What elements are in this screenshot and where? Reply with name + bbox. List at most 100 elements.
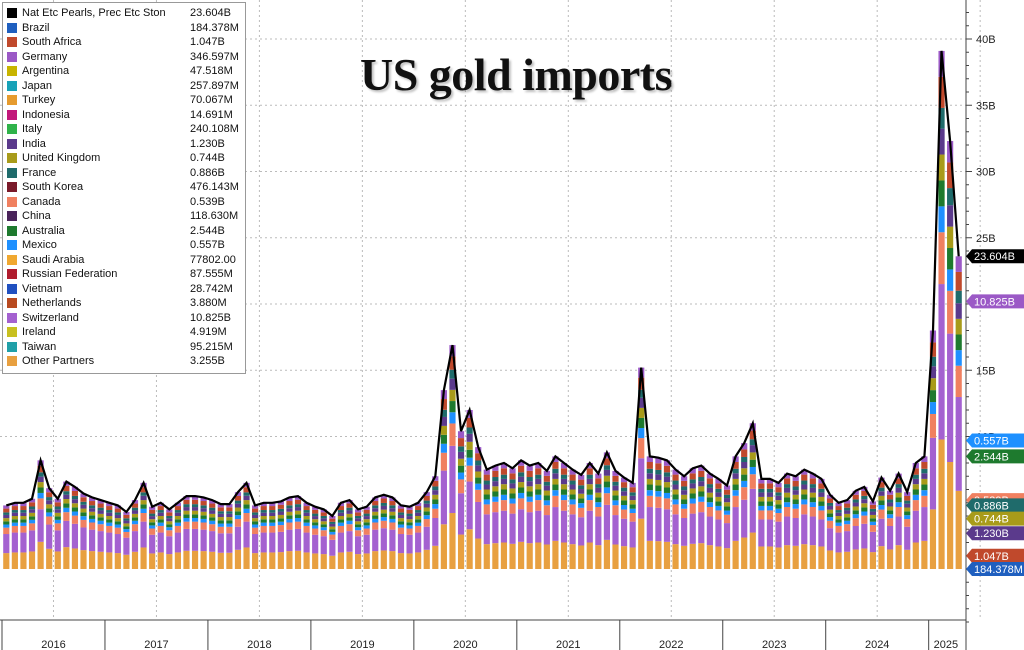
bar-segment: [646, 484, 653, 491]
bar-segment: [174, 512, 181, 516]
bar-segment: [277, 525, 284, 532]
bar-segment: [286, 522, 293, 530]
bar-segment: [492, 470, 499, 478]
bar-segment: [260, 552, 267, 569]
bar-segment: [792, 476, 799, 481]
bar-segment: [852, 499, 859, 503]
bar-segment: [89, 529, 96, 552]
bar-segment: [586, 484, 593, 490]
bar-segment: [397, 505, 405, 509]
bar-segment: [475, 465, 482, 472]
bar-segment: [354, 554, 362, 569]
bar-segment: [200, 501, 207, 506]
bar-segment: [569, 469, 576, 475]
bar-segment: [526, 512, 533, 544]
bar-segment: [80, 516, 87, 520]
bar-segment: [380, 517, 387, 521]
bar-segment: [912, 474, 919, 479]
bar-segment: [432, 517, 439, 546]
bar-segment: [440, 470, 447, 525]
legend-value: 4.919M: [190, 326, 227, 339]
bar-segment: [655, 507, 662, 542]
bar-segment: [363, 525, 370, 529]
bar-segment: [655, 541, 662, 569]
bar-segment: [166, 515, 173, 519]
bar-segment: [629, 547, 636, 569]
bar-segment: [560, 542, 568, 569]
bar-segment: [149, 513, 156, 517]
bar-segment: [149, 534, 156, 554]
legend-value: 346.597M: [190, 50, 239, 63]
bar-segment: [543, 475, 550, 482]
bar-segment: [929, 413, 937, 438]
bar-segment: [826, 513, 834, 518]
bar-segment: [440, 434, 447, 444]
bar-segment: [174, 552, 181, 569]
legend-label: Australia: [22, 224, 65, 237]
legend-swatch: [7, 283, 17, 294]
bar-segment: [252, 514, 259, 519]
legend-item: United Kingdom 0.744B: [7, 151, 241, 166]
bar-segment: [861, 503, 868, 508]
bar-segment: [131, 510, 139, 514]
bar-segment: [166, 527, 173, 531]
bar-segment: [466, 427, 473, 434]
bar-segment: [337, 512, 345, 516]
bar-segment: [844, 531, 851, 552]
bar-segment: [629, 495, 636, 501]
bar-segment: [329, 555, 336, 569]
bar-segment: [28, 512, 36, 517]
bar-segment: [749, 532, 756, 569]
bar-segment: [114, 524, 121, 528]
bar-segment: [775, 508, 782, 514]
bar-segment: [380, 513, 387, 518]
bar-segment: [28, 509, 36, 513]
bar-segment: [80, 501, 87, 505]
bar-segment: [560, 484, 568, 490]
legend-value: 23.604B: [190, 7, 231, 20]
bar-segment: [638, 438, 645, 459]
bar-segment: [183, 507, 190, 511]
bar-segment: [54, 516, 61, 520]
bar-segment: [492, 481, 499, 487]
bar-segment: [423, 519, 430, 527]
bar-segment: [775, 492, 782, 496]
value-flag-label: 1.047B: [974, 551, 1009, 563]
total-line: [5, 50, 960, 518]
bar-segment: [792, 545, 799, 569]
bar-segment: [166, 536, 173, 555]
bar-segment: [509, 543, 516, 569]
bar-segment: [955, 290, 962, 304]
bar-segment: [46, 504, 53, 509]
bar-segment: [123, 537, 130, 555]
bar-segment: [801, 504, 808, 515]
bar-segment: [912, 542, 919, 569]
bar-segment: [166, 518, 173, 522]
bar-segment: [191, 496, 199, 500]
bar-segment: [698, 491, 705, 497]
bar-segment: [938, 206, 945, 233]
legend-value: 14.691M: [190, 108, 233, 121]
bar-segment: [938, 76, 945, 108]
legend-item: South Africa 1.047B: [7, 35, 241, 50]
bar-segment: [303, 506, 310, 511]
bar-segment: [869, 504, 876, 509]
bar-segment: [475, 471, 482, 478]
bar-segment: [380, 528, 387, 551]
bar-segment: [80, 497, 87, 502]
bar-segment: [380, 498, 387, 503]
bar-segment: [878, 500, 885, 506]
bar-segment: [552, 456, 559, 463]
bar-segment: [844, 551, 851, 569]
bar-segment: [294, 514, 302, 518]
bar-segment: [372, 529, 379, 552]
bar-segment: [166, 530, 173, 537]
bar-segment: [904, 519, 911, 527]
bar-segment: [569, 494, 576, 500]
bar-segment: [852, 526, 859, 550]
bar-segment: [578, 489, 585, 494]
bar-segment: [123, 529, 130, 532]
bar-segment: [723, 485, 731, 490]
bar-segment: [835, 532, 842, 553]
bar-segment: [886, 502, 894, 507]
